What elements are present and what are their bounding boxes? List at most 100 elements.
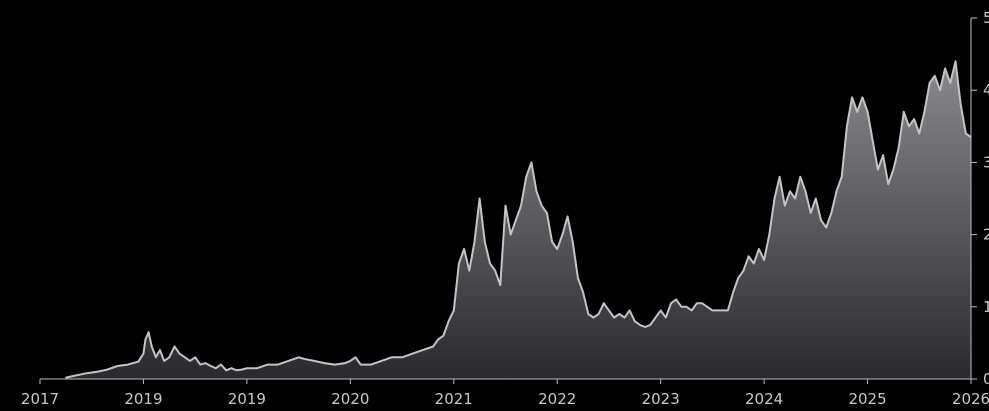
data-point: [825, 226, 827, 228]
data-point: [649, 324, 651, 326]
y-tick-label: 0: [983, 370, 989, 388]
data-point: [354, 356, 357, 358]
data-point: [727, 309, 729, 311]
data-point: [173, 345, 176, 348]
data-point: [820, 219, 822, 221]
data-point: [458, 262, 460, 265]
data-point: [882, 154, 884, 156]
data-point: [846, 125, 848, 127]
data-point: [551, 241, 553, 243]
y-tick-label: 4: [983, 81, 989, 99]
data-point: [204, 362, 207, 364]
data-point: [313, 360, 315, 362]
y-tick-label: 3: [983, 153, 989, 171]
data-point: [442, 335, 444, 337]
data-point: [432, 345, 434, 348]
data-point: [773, 197, 776, 200]
y-tick-label: 5: [983, 9, 989, 27]
data-point: [391, 356, 393, 358]
data-point: [608, 309, 610, 311]
data-point: [323, 362, 326, 364]
data-point: [541, 205, 543, 207]
data-point: [530, 161, 533, 163]
data-point: [401, 356, 403, 358]
data-point: [453, 309, 455, 311]
data-point: [360, 364, 362, 366]
data-point: [613, 317, 615, 319]
data-point: [737, 277, 739, 279]
data-point: [706, 306, 708, 308]
data-point: [903, 111, 905, 113]
data-point: [235, 369, 238, 371]
data-point: [370, 364, 372, 366]
data-point: [908, 125, 910, 127]
data-point: [572, 241, 574, 243]
data-point: [86, 372, 88, 374]
data-point: [872, 140, 874, 142]
data-point: [592, 317, 595, 319]
x-tick-label: 2019: [124, 390, 162, 408]
data-point: [841, 176, 843, 178]
data-point: [215, 367, 217, 369]
data-point: [256, 367, 258, 369]
data-point: [277, 364, 279, 366]
data-point: [587, 313, 589, 315]
data-point: [510, 234, 512, 236]
data-point: [598, 313, 600, 315]
data-point: [127, 364, 129, 366]
data-point: [639, 324, 641, 326]
data-point: [929, 82, 931, 84]
data-point: [142, 353, 144, 355]
data-point: [789, 190, 791, 192]
data-point: [525, 176, 527, 178]
data-point: [680, 306, 683, 308]
data-point: [960, 104, 962, 106]
data-point: [473, 241, 476, 243]
data-point: [411, 353, 413, 355]
data-point: [835, 190, 838, 192]
data-point: [468, 270, 470, 272]
data-point: [241, 369, 243, 371]
data-point: [484, 241, 486, 243]
data-point: [230, 367, 232, 369]
data-point: [867, 111, 869, 113]
data-point: [861, 96, 864, 98]
y-axis: 0 1 2 3 4 5: [970, 9, 989, 388]
data-point: [520, 205, 522, 207]
data-point: [504, 205, 507, 207]
data-point: [918, 132, 920, 135]
data-point: [949, 82, 951, 84]
data-point: [422, 349, 424, 351]
data-point: [701, 302, 703, 304]
data-point: [629, 309, 631, 311]
data-point: [856, 111, 858, 113]
data-point: [691, 309, 693, 311]
data-point: [965, 132, 967, 135]
data-point: [463, 248, 465, 250]
data-point: [810, 212, 812, 214]
data-point: [303, 358, 305, 360]
data-point: [96, 371, 98, 373]
data-point: [220, 364, 222, 366]
x-tick-label: 2025: [848, 390, 886, 408]
data-point: [582, 291, 584, 293]
data-point: [546, 212, 548, 214]
data-point: [561, 234, 564, 236]
data-point: [494, 270, 496, 272]
data-point: [567, 215, 569, 218]
data-point: [334, 364, 336, 366]
data-point: [246, 367, 248, 369]
y-tick-label: 1: [983, 298, 989, 316]
data-point: [665, 317, 667, 319]
data-point: [603, 302, 605, 304]
data-point: [779, 176, 781, 178]
data-point: [287, 360, 289, 362]
data-point: [934, 75, 936, 77]
data-point: [144, 338, 147, 340]
data-point: [448, 320, 450, 322]
data-point: [168, 356, 170, 358]
data-point: [132, 362, 134, 364]
data-point: [634, 320, 636, 322]
data-point: [898, 147, 900, 149]
